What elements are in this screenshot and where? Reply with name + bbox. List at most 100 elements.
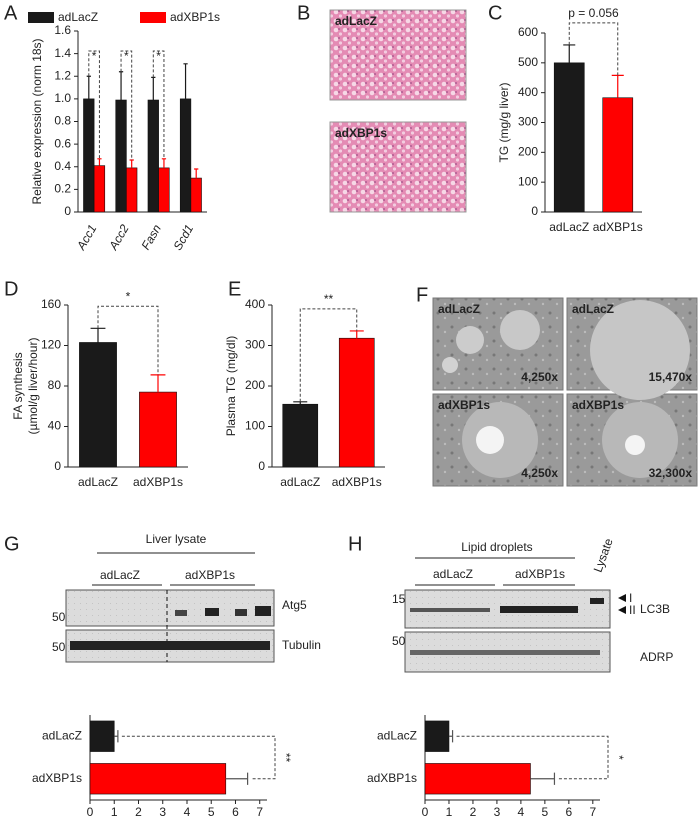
error-bar (129, 159, 134, 168)
x-tick-label: adLacZ (280, 475, 320, 489)
x-tick-label: adLacZ (78, 475, 118, 489)
x-tick-label: 4 (518, 805, 525, 819)
y-axis-label: Plasma TG (mg/dl) (224, 336, 238, 436)
image-label: adLacZ (572, 302, 614, 316)
significance-label: * (612, 755, 626, 760)
error-bar (150, 374, 166, 393)
x-tick-label: 5 (542, 805, 549, 819)
error-bar (183, 63, 188, 99)
x-tick-label: 0 (87, 805, 94, 819)
y-tick-label: 1.2 (54, 68, 71, 82)
panel-label: F (416, 284, 428, 306)
y-tick-label: 0.8 (54, 114, 71, 128)
band-label: Tubulin (282, 638, 321, 652)
error-bar (194, 168, 199, 179)
x-tick-label: 2 (470, 805, 477, 819)
band-label: ADRP (640, 650, 673, 664)
image-label: 15,470x (649, 370, 693, 384)
x-tick-label: 1 (111, 805, 118, 819)
y-axis-label: Relative expression (norm 18s) (30, 38, 44, 204)
micrograph (329, 9, 467, 101)
error-bar (349, 330, 364, 339)
panel-label: B (297, 2, 310, 24)
y-tick-label: 120 (41, 338, 61, 352)
y-tick-label: 1.6 (54, 23, 71, 37)
error-bar (225, 772, 249, 785)
bar (190, 177, 202, 213)
group-label: adLacZ (100, 568, 140, 582)
panel-label: C (488, 2, 502, 24)
y-tick-label: 0 (64, 204, 71, 218)
bar (79, 342, 117, 468)
x-tick-label: 1 (446, 805, 453, 819)
x-tick-label: Fasn (139, 222, 165, 252)
y-tick-label: 200 (518, 145, 538, 159)
y-axis-label: TG (mg/g liver) (497, 82, 511, 162)
mw-marker: 50 (392, 634, 406, 648)
x-tick-label: Acc2 (106, 222, 132, 253)
legend-label: adXBP1s (170, 10, 220, 24)
y-tick-label: adLacZ (42, 728, 82, 742)
y-tick-label: 300 (245, 338, 265, 352)
blot-title: Lipid droplets (461, 540, 532, 554)
blot-h: Lipid droplets adLacZ adXBP1s Lysate 15 … (392, 536, 673, 673)
bar (89, 720, 115, 752)
bar (553, 62, 585, 213)
bar (424, 720, 450, 752)
image-label: 4,250x (521, 370, 558, 384)
y-tick-label: adLacZ (377, 728, 417, 742)
y-tick-label: 500 (518, 55, 538, 69)
y-tick-label: 400 (518, 85, 538, 99)
image-label: adLacZ (438, 302, 480, 316)
panel-label: E (228, 278, 241, 300)
y-tick-label: 80 (48, 378, 62, 392)
error-bar (151, 76, 156, 101)
image-label: adXBP1s (438, 398, 490, 412)
legend-swatch (140, 12, 166, 23)
panel-label: H (348, 533, 362, 555)
x-tick-label: 7 (256, 805, 263, 819)
error-bar (161, 158, 167, 168)
y-tick-label: adXBP1s (32, 771, 82, 785)
group-label: adXBP1s (515, 567, 565, 581)
y-tick-label: 400 (245, 297, 265, 311)
band-label: LC3B (640, 602, 670, 616)
bar (179, 98, 192, 213)
error-bar (611, 74, 624, 98)
significance-bracket (120, 50, 133, 160)
bar (424, 763, 531, 795)
significance-bracket (88, 50, 100, 159)
x-tick-label: adXBP1s (332, 475, 382, 489)
significance-label: * (156, 49, 161, 63)
micrograph (432, 297, 564, 391)
bar (89, 763, 227, 795)
y-tick-label: adXBP1s (367, 771, 417, 785)
legend-swatch (28, 12, 54, 23)
bar (147, 99, 159, 213)
significance-bracket (299, 308, 358, 402)
y-axis-label: (µmol/g liver/hour) (26, 338, 40, 435)
x-tick-label: adLacZ (549, 220, 589, 234)
blot-title: Liver lysate (146, 532, 207, 546)
y-tick-label: 0 (258, 459, 265, 473)
em-images: adLacZ 4,250x adLacZ 15,470x adXBP1s 4,2… (432, 297, 698, 487)
y-tick-label: 1.0 (54, 91, 71, 105)
error-bar (293, 401, 308, 405)
significance-label: * (124, 49, 129, 63)
x-tick-label: 4 (184, 805, 191, 819)
y-tick-label: 600 (518, 25, 538, 39)
panel-label: G (4, 533, 20, 555)
error-bar (97, 158, 102, 166)
image-label: adXBP1s (572, 398, 624, 412)
error-bar (530, 772, 556, 785)
y-axis-label: FA synthesis (11, 352, 25, 419)
bar (83, 98, 95, 213)
x-tick-label: 2 (135, 805, 142, 819)
blot (65, 589, 275, 627)
x-tick-label: 3 (159, 805, 166, 819)
x-tick-label: 6 (232, 805, 239, 819)
y-tick-label: 160 (41, 297, 61, 311)
image-label: 4,250x (521, 466, 558, 480)
mw-marker: 50 (52, 610, 66, 624)
y-tick-label: 0.2 (54, 182, 71, 196)
